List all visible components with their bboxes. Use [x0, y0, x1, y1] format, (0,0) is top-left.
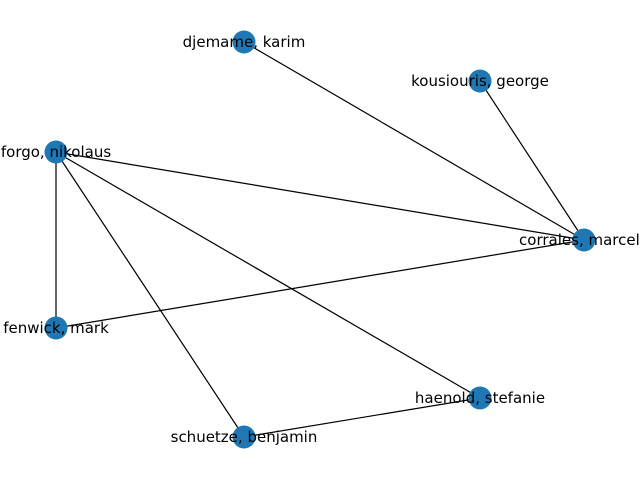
- node-label-djemame: djemame, karim: [183, 33, 306, 51]
- node-label-forgo: forgo, nikolaus: [1, 143, 111, 161]
- node-label-kousiouris: kousiouris, george: [411, 72, 549, 90]
- edges-layer: [56, 42, 584, 437]
- node-label-fenwick: fenwick, mark: [3, 319, 109, 337]
- edge-forgo-corrales: [56, 152, 584, 240]
- node-label-schuetze: schuetze, benjamin: [171, 428, 318, 446]
- node-label-haenold: haenold, stefanie: [415, 389, 545, 407]
- node-label-corrales: corrales, marcelo: [519, 231, 640, 249]
- labels-layer: djemame, karim kousiouris, george forgo, n…: [1, 33, 640, 446]
- edge-fenwick-corrales: [56, 240, 584, 328]
- nodes-layer: [45, 31, 596, 449]
- edge-forgo-haenold: [56, 152, 480, 398]
- edge-kousiouris-corrales: [480, 81, 584, 240]
- edge-forgo-schuetze: [56, 152, 244, 437]
